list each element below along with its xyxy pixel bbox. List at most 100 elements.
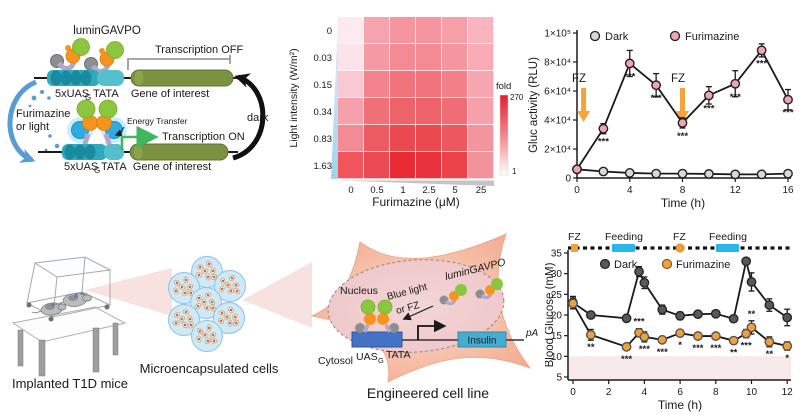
heatmap-xlabel: Furimazine (μM) — [372, 195, 460, 209]
x-tick-label: 4 — [642, 387, 648, 398]
treatment-timeline — [568, 243, 793, 253]
gluc-plot-area: 0 2×10⁴ 4×10⁴ 6×10⁴ 8×10⁴ 1×10⁵ 0 4 8 12 16 *** *** *… — [544, 29, 794, 197]
repression-tbar — [127, 55, 231, 70]
y-tick-label: 15 — [551, 331, 563, 342]
engineered-cell-icon: Nucleus Blue light or FZ luminGAVPO — [310, 233, 539, 383]
microcapsules-icon — [168, 256, 246, 352]
x-tick-label: 8 — [713, 387, 719, 398]
heatmap-ytick: 0.34 — [314, 107, 333, 118]
sig-stars: *** — [624, 71, 635, 82]
capsule-cell-nucleus — [206, 339, 210, 343]
capsule-cell-nucleus — [220, 311, 224, 315]
heatmap-cell — [442, 71, 468, 98]
activated-lumingavpo-icon — [67, 99, 127, 148]
capsule-cell-nucleus — [221, 279, 225, 283]
capsule-cell-nucleus — [226, 283, 230, 287]
mouse-icon — [31, 292, 92, 316]
sig-stars: * — [785, 353, 789, 364]
x-tick-label: 16 — [782, 185, 794, 196]
data-point — [568, 298, 578, 309]
sig-stars: ** — [748, 309, 756, 320]
data-point — [741, 256, 752, 267]
fz-label-1: FZ — [572, 73, 586, 85]
data-point — [693, 331, 703, 341]
colorbar-label: fold — [496, 81, 511, 92]
capsule-cell-nucleus — [203, 333, 207, 337]
energy-transfer-label: Energy Transfer — [127, 116, 188, 126]
normoglycemia-band — [569, 356, 791, 379]
capsule-cell-nucleus — [211, 269, 215, 273]
heatmap-xtick: 5 — [452, 185, 457, 196]
legend-furimazine-marker — [661, 258, 673, 270]
data-point — [639, 277, 650, 288]
glucose-xlabel: Time (h) — [658, 398, 702, 412]
heatmap-cell — [468, 71, 494, 98]
colorbar-min: 1 — [512, 167, 517, 176]
legend-dark-label: Dark — [605, 31, 629, 43]
y-tick-label: 8×10⁴ — [544, 58, 571, 69]
free-complex-icon — [439, 278, 503, 306]
panel-glucose-chart: Blood Glucose (mM) Time (h) FZ Feeding F… — [545, 231, 793, 412]
y-tick-label: 2×10⁴ — [544, 145, 571, 156]
panel-gluc-chart: Gluc activity (RLU) Time (h) Dark Furima… — [528, 29, 794, 211]
transcription-start-arrow — [120, 125, 159, 150]
heatmap-cell — [364, 17, 390, 44]
capsule-cell-nucleus — [220, 287, 224, 291]
data-point — [710, 308, 721, 319]
heatmap-cell — [338, 125, 364, 152]
lumingavpo-label: luminGAVPO — [73, 25, 141, 37]
data-point — [710, 331, 721, 341]
y-tick-label: 0 — [565, 174, 571, 185]
timeline-fz-label-1: FZ — [568, 231, 581, 243]
heatmap-cell — [442, 98, 468, 125]
heatmap-xtick: 0.5 — [370, 185, 383, 196]
heatmap-cell — [416, 98, 442, 125]
x-tick-label: 4 — [627, 185, 633, 196]
sig-stars: *** — [710, 343, 721, 354]
mice-label: Implanted T1D mice — [12, 376, 128, 391]
capsules-label: Microencapsulated cells — [140, 361, 279, 376]
insulin-label: Insulin — [468, 336, 497, 347]
data-point — [728, 313, 739, 324]
heatmap-cell — [338, 98, 364, 125]
heatmap-xtick: 0 — [348, 185, 353, 196]
heatmap-cell — [416, 17, 442, 44]
heatmap-cell — [338, 71, 364, 98]
sig-stars: ** — [766, 349, 774, 360]
dna-construct-off: 5xUAS G TATA Gene of interest — [34, 69, 238, 102]
gluc-ylabel: Gluc activity (RLU) — [528, 57, 540, 153]
heatmap-grid: 0 0.03 0.15 0.34 0.83 1.63 0 0.5 1 2.5 5 25 — [314, 17, 494, 196]
data-point — [621, 313, 632, 324]
data-point — [730, 78, 741, 89]
legend-furimazine-label: Furimazine — [676, 259, 730, 271]
transcription-off-label: Transcription OFF — [155, 44, 244, 56]
heatmap-cell — [364, 71, 390, 98]
data-point — [746, 277, 757, 287]
heatmap-cell — [416, 44, 442, 71]
capsule-cell-nucleus — [189, 323, 193, 327]
data-point — [756, 45, 767, 56]
panel-circuit-diagram: luminGAVPO Transcription OFF 5xUAS — [7, 25, 269, 175]
data-point — [651, 80, 662, 91]
sig-stars: *** — [621, 354, 632, 365]
capsule-cell-nucleus — [175, 281, 179, 285]
capsule-cell-nucleus — [229, 308, 233, 312]
capsule-cell-nucleus — [235, 289, 239, 293]
legend-dark-label: Dark — [614, 259, 638, 271]
capsule-cell-nucleus — [174, 321, 178, 325]
capsule-cell-nucleus — [198, 329, 202, 333]
svg-text:G: G — [94, 166, 100, 175]
y-tick-label: 10 — [551, 352, 563, 363]
sig-stars: *** — [730, 92, 741, 103]
legend-furimazine-marker — [669, 30, 681, 42]
capsule-cell-nucleus — [180, 317, 184, 321]
furimazine-gradient-wedge — [338, 180, 494, 186]
heatmap-cell — [468, 17, 494, 44]
heatmap-cell — [338, 152, 364, 179]
y-tick-label: 6×10⁴ — [544, 87, 571, 98]
light-gradient-wedge — [331, 20, 338, 179]
y-tick-label: 35 — [551, 249, 563, 260]
fz-label-2: FZ — [671, 73, 685, 85]
